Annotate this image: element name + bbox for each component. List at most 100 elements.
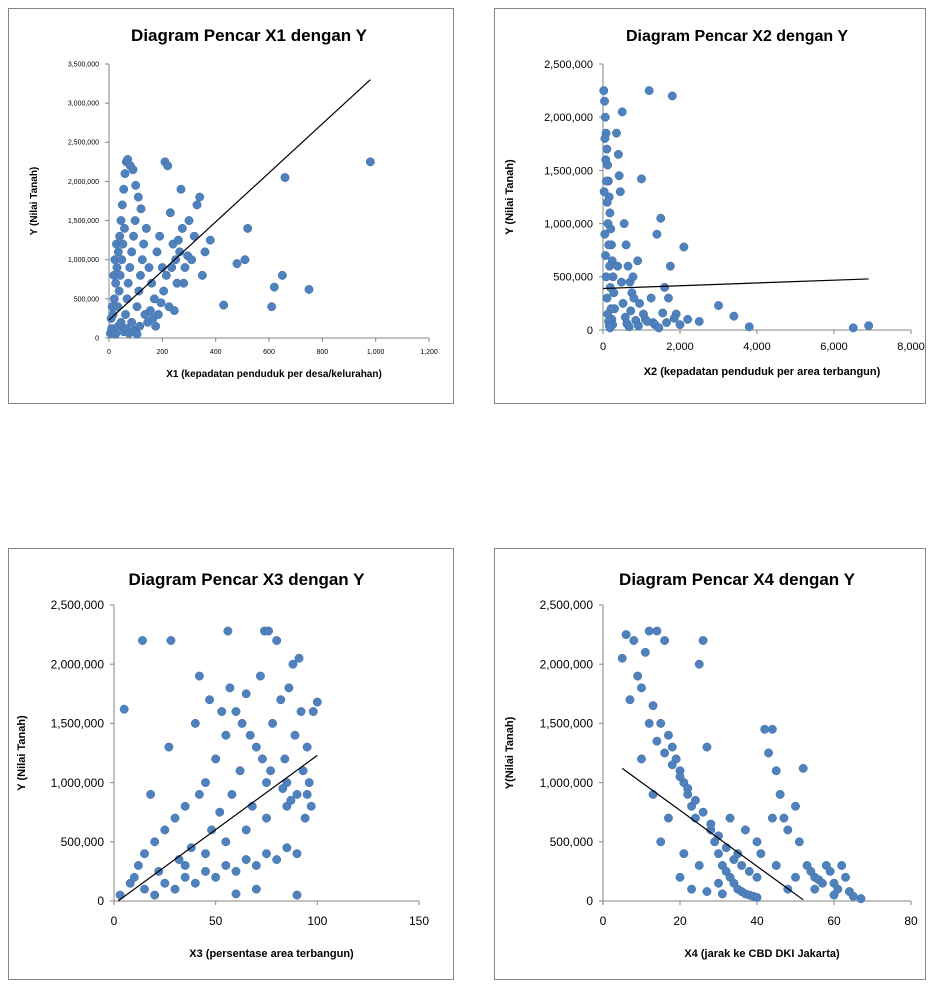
data-point xyxy=(127,247,137,257)
data-point xyxy=(115,270,125,280)
x-tick-label: 80 xyxy=(904,914,918,928)
data-point xyxy=(733,849,743,859)
y-tick-label: 2,000,000 xyxy=(540,657,594,671)
data-point xyxy=(652,626,662,636)
data-point xyxy=(288,659,298,669)
data-point xyxy=(147,278,157,288)
data-point xyxy=(667,742,677,752)
data-point xyxy=(783,825,793,835)
data-point xyxy=(136,204,146,214)
data-point xyxy=(120,223,129,233)
data-point xyxy=(109,294,119,304)
y-tick-label: 2,500,000 xyxy=(544,59,593,71)
data-point xyxy=(644,86,654,96)
trend-line xyxy=(117,754,318,902)
data-point xyxy=(166,636,176,645)
data-point xyxy=(280,754,290,764)
data-point xyxy=(625,695,635,705)
data-point xyxy=(306,801,316,811)
data-point xyxy=(268,718,278,728)
data-point xyxy=(619,219,629,229)
data-point xyxy=(219,300,229,310)
data-point xyxy=(698,807,708,817)
data-point xyxy=(760,724,770,734)
data-point xyxy=(141,223,151,233)
data-point xyxy=(235,766,245,776)
y-tick-label: 500,000 xyxy=(553,272,593,284)
data-point xyxy=(187,255,197,265)
data-point xyxy=(660,282,670,292)
x-tick-label: 6,000 xyxy=(820,341,848,353)
data-point xyxy=(637,174,646,184)
data-point xyxy=(180,263,190,272)
data-point xyxy=(656,718,666,728)
y-tick-label: 1,500,000 xyxy=(51,717,105,731)
data-point xyxy=(251,861,261,870)
data-point xyxy=(205,235,215,245)
data-point xyxy=(290,730,300,740)
data-point xyxy=(113,302,123,312)
x-tick-label: 0 xyxy=(600,914,607,928)
data-point xyxy=(125,263,135,272)
chart-title: Diagram Pencar X3 dengan Y xyxy=(129,570,366,589)
data-point xyxy=(119,704,129,714)
data-point xyxy=(664,730,673,740)
data-point xyxy=(756,849,766,859)
data-point xyxy=(621,240,631,250)
data-point xyxy=(137,255,147,265)
data-point xyxy=(656,837,666,847)
data-point xyxy=(633,671,643,681)
data-point xyxy=(129,231,138,241)
data-point xyxy=(237,718,247,728)
data-point xyxy=(600,134,610,143)
x-axis-label: X4 (jarak ke CBD DKI Jakarta) xyxy=(684,948,840,960)
data-point xyxy=(231,889,241,899)
data-point xyxy=(282,843,292,853)
data-point xyxy=(227,789,237,799)
data-point xyxy=(159,286,169,296)
data-point xyxy=(600,112,610,122)
data-point xyxy=(652,736,662,746)
x-tick-label: 1,200 xyxy=(420,349,438,356)
data-point xyxy=(133,861,143,870)
x-tick-label: 800 xyxy=(316,349,328,356)
chart-x4-svg: Diagram Pencar X4 dengan Y 0 500,000 1,000,… xyxy=(504,570,918,960)
data-point xyxy=(603,219,613,229)
data-point xyxy=(640,647,650,657)
data-point xyxy=(617,107,627,117)
data-point xyxy=(211,872,221,882)
data-point xyxy=(365,157,375,167)
data-point xyxy=(292,890,302,900)
y-tick-label: 1,500,000 xyxy=(68,218,99,225)
trend-line xyxy=(602,278,869,290)
data-point xyxy=(664,293,673,303)
data-point xyxy=(775,789,785,799)
data-point xyxy=(192,200,202,210)
data-point xyxy=(687,884,697,894)
data-point xyxy=(664,813,673,823)
data-point xyxy=(140,884,149,894)
data-point xyxy=(117,200,127,210)
data-point xyxy=(679,242,689,252)
data-point xyxy=(694,861,704,870)
data-point xyxy=(702,742,712,752)
data-point xyxy=(621,630,631,640)
data-point xyxy=(264,626,273,636)
data-point xyxy=(225,683,235,693)
data-point xyxy=(152,247,162,257)
data-point xyxy=(848,891,858,901)
data-point xyxy=(176,184,186,194)
data-point xyxy=(605,261,614,271)
data-point xyxy=(243,223,253,233)
data-point xyxy=(284,683,294,693)
data-point xyxy=(194,789,204,799)
data-point xyxy=(221,837,231,847)
data-point xyxy=(164,742,174,752)
y-tick-label: 2,000,000 xyxy=(68,179,99,186)
chart-title: Diagram Pencar X2 dengan Y xyxy=(626,28,848,45)
x-tick-label: 4,000 xyxy=(743,341,771,353)
data-point xyxy=(255,671,265,681)
data-point xyxy=(644,626,654,636)
data-point xyxy=(856,894,866,904)
data-point xyxy=(296,707,306,717)
